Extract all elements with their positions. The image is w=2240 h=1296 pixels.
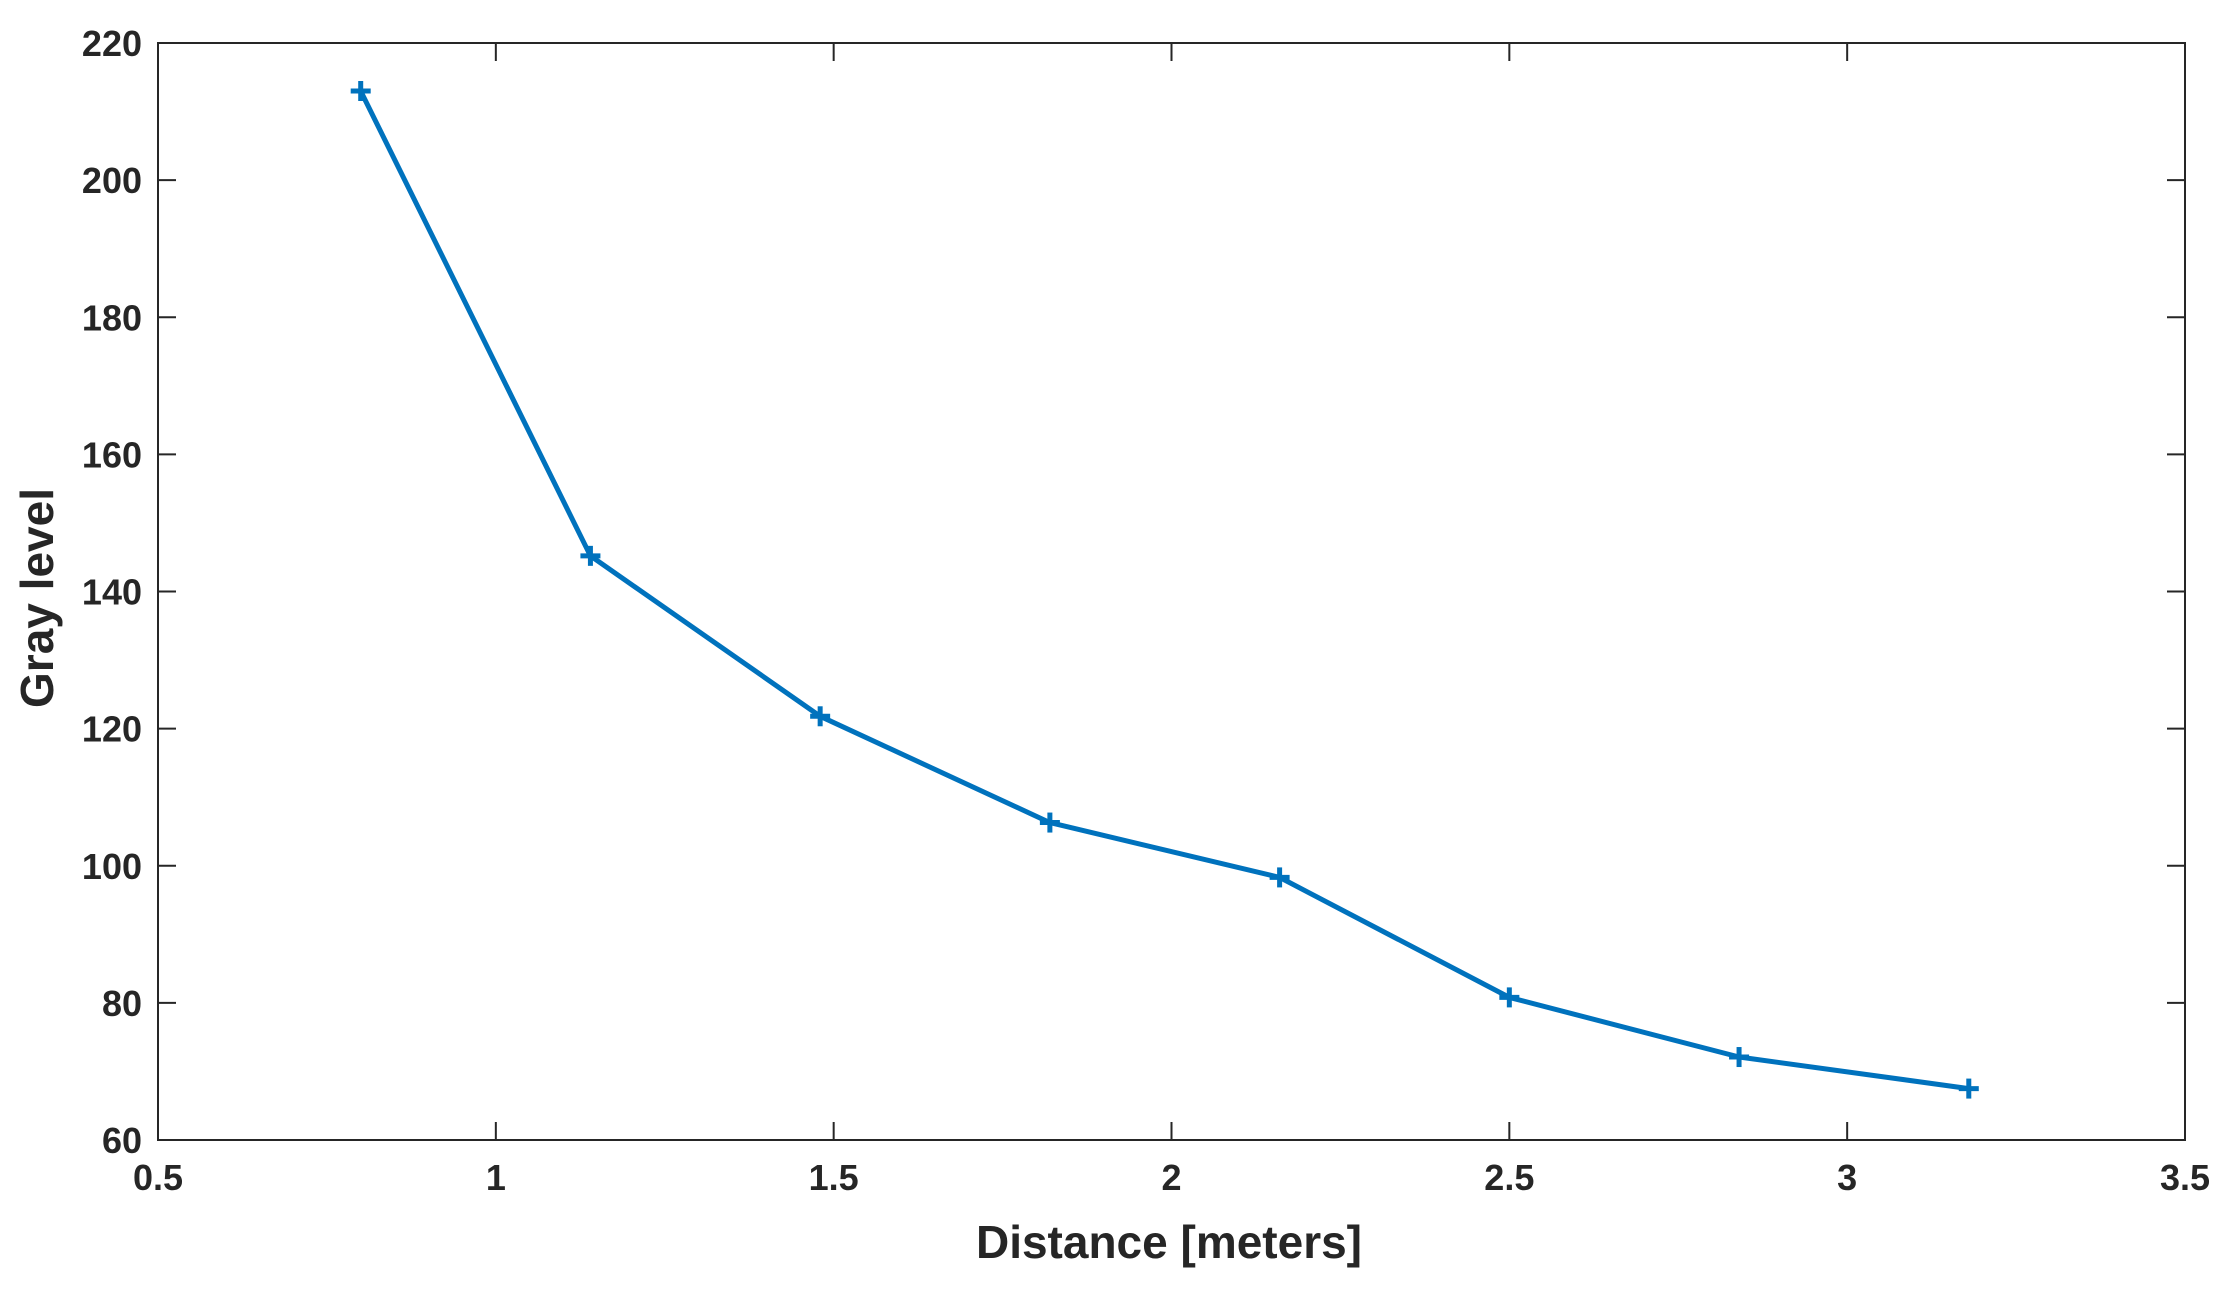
y-axis-title: Gray level [11,488,63,708]
data-point-marker [1039,812,1060,833]
x-tick-label: 3 [1837,1157,1857,1198]
series-line [358,89,1970,1092]
y-axis: 60 80 100 120 140 160 180 200 220 [82,23,2185,1161]
x-axis: 0.5 1 1.5 2 2.5 3 3.5 [133,43,2210,1198]
y-tick-label: 100 [82,846,142,887]
axes-box [157,42,2186,1141]
data-point-marker [350,80,371,101]
data-point-marker [1729,1047,1750,1068]
x-tick-label: 2.5 [1484,1157,1534,1198]
x-axis-title: Distance [meters] [976,1216,1362,1268]
y-tick-label: 180 [82,297,142,338]
x-tick-label: 1 [486,1157,506,1198]
x-tick-label: 2 [1161,1157,1181,1198]
x-tick-label: 3.5 [2160,1157,2210,1198]
data-point-marker [1499,987,1520,1008]
y-tick-label: 80 [102,983,142,1024]
data-point-marker [1958,1078,1979,1099]
x-tick-label: 1.5 [809,1157,859,1198]
y-tick-label: 220 [82,23,142,64]
y-tick-label: 60 [102,1120,142,1161]
y-tick-label: 200 [82,160,142,201]
y-tick-label: 140 [82,572,142,613]
data-point-marker [1269,867,1290,888]
y-tick-label: 120 [82,709,142,750]
plot-area [157,42,2186,1141]
x-tick-label: 0.5 [133,1157,183,1198]
data-point-marker [580,545,601,566]
data-point-marker [810,706,831,727]
y-tick-label: 160 [82,434,142,475]
